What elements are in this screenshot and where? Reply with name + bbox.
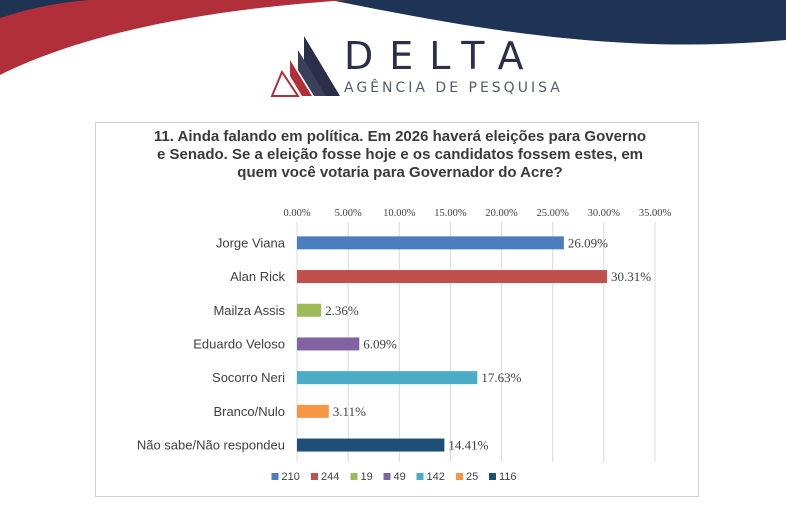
- legend-label: 49: [394, 471, 406, 483]
- bar: [297, 337, 360, 351]
- legend-swatch: [416, 473, 424, 480]
- data-label: 30.31%: [611, 269, 651, 284]
- banner-navy-wave: [330, 0, 786, 45]
- category-label: Não sabe/Não respondeu: [137, 438, 285, 453]
- bar: [297, 303, 322, 317]
- x-tick-label: 20.00%: [485, 208, 518, 219]
- category-label: Mailza Assis: [213, 303, 285, 318]
- data-label: 3.11%: [333, 404, 366, 419]
- legend-swatch: [383, 473, 391, 480]
- legend-swatch: [271, 473, 279, 480]
- bar: [297, 404, 329, 418]
- legend-label: 142: [427, 471, 445, 483]
- legend-swatch: [489, 473, 496, 480]
- data-label: 17.63%: [481, 370, 521, 385]
- bar: [297, 270, 608, 284]
- x-tick-label: 35.00%: [639, 208, 672, 219]
- legend-label: 116: [499, 471, 517, 483]
- legend-label: 210: [282, 471, 300, 483]
- chart-frame: [95, 122, 699, 497]
- legend-label: 244: [321, 471, 339, 483]
- legend-label: 25: [466, 471, 478, 483]
- bar: [297, 236, 564, 250]
- x-tick-label: 25.00%: [537, 208, 570, 219]
- banner-navy-corner: [0, 0, 90, 18]
- x-tick-label: 15.00%: [434, 208, 467, 219]
- data-label: 2.36%: [325, 303, 359, 318]
- bar: [297, 371, 478, 385]
- x-tick-label: 10.00%: [383, 208, 416, 219]
- category-label: Eduardo Veloso: [193, 336, 285, 351]
- bar: [297, 438, 445, 452]
- x-tick-label: 30.00%: [588, 208, 621, 219]
- brand-subtitle: AGÊNCIA DE PESQUISA: [344, 80, 563, 96]
- data-label: 6.09%: [363, 336, 397, 351]
- category-label: Alan Rick: [230, 269, 285, 284]
- header-banner: [0, 0, 786, 75]
- legend-label: 19: [361, 471, 373, 483]
- chart-title: 11. Ainda falando em política. Em 2026 h…: [153, 128, 647, 181]
- x-tick-label: 5.00%: [335, 208, 362, 219]
- legend-swatch: [456, 473, 463, 480]
- category-label: Socorro Neri: [212, 370, 285, 385]
- category-label: Jorge Viana: [216, 235, 286, 250]
- legend-swatch: [311, 473, 318, 480]
- data-label: 14.41%: [448, 438, 488, 453]
- x-tick-label: 0.00%: [283, 208, 310, 219]
- category-label: Branco/Nulo: [213, 404, 285, 419]
- delta-logo-icon: [270, 36, 340, 97]
- banner-red-wave: [0, 0, 350, 75]
- brand-name: DELTA: [344, 34, 540, 78]
- data-label: 26.09%: [568, 235, 608, 250]
- legend-swatch: [350, 473, 358, 480]
